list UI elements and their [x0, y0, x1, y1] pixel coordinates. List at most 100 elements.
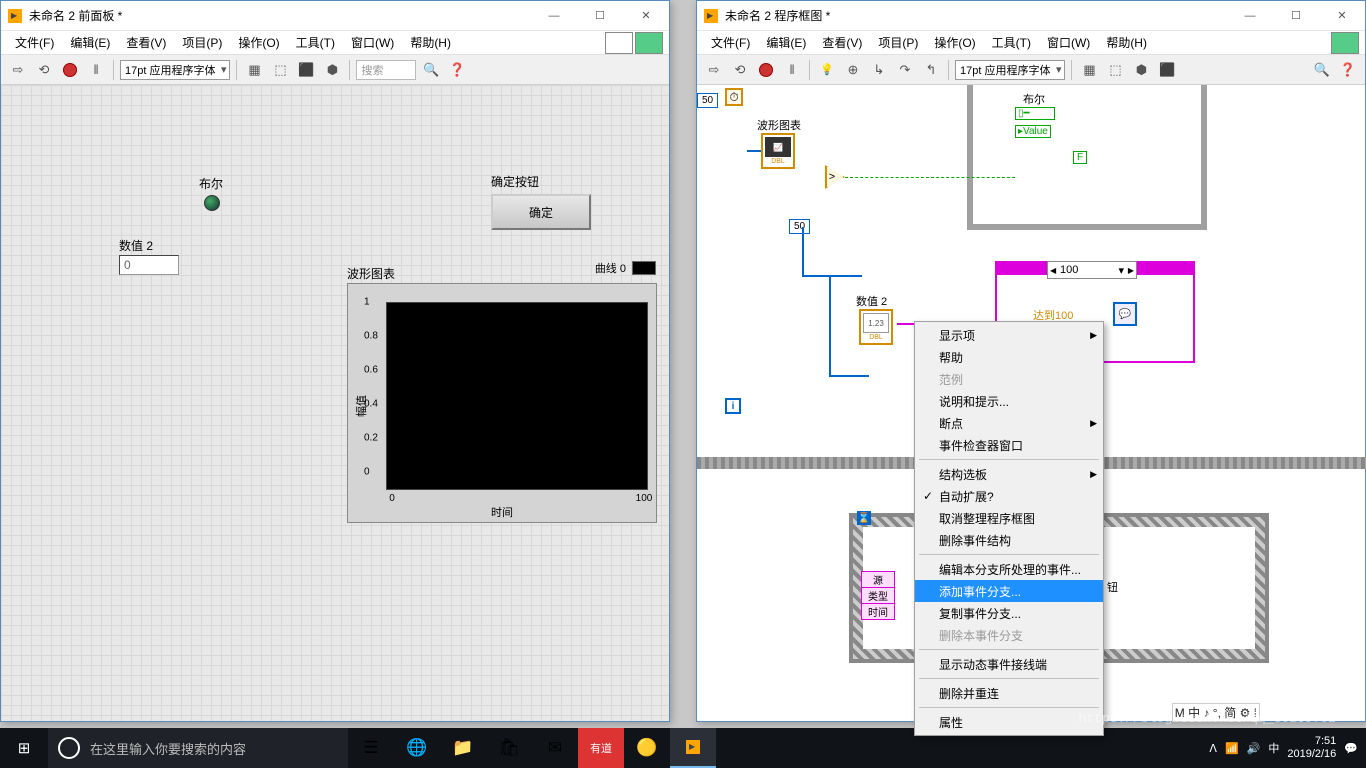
align-button[interactable]: ▦ — [243, 59, 265, 81]
chart-terminal[interactable]: 📈DBL — [761, 133, 795, 169]
ctx-item[interactable]: 结构选板 — [915, 463, 1103, 485]
close-button[interactable]: ✕ — [623, 1, 669, 31]
clock[interactable]: 7:51 2019/2/16 — [1287, 735, 1336, 761]
retain-wire-button[interactable]: ⊕ — [842, 59, 864, 81]
ctx-item[interactable]: 删除事件结构 — [915, 529, 1103, 551]
abort-button[interactable] — [59, 59, 81, 81]
distribute-button[interactable]: ⬚ — [1104, 59, 1126, 81]
minimize-button[interactable]: — — [1227, 1, 1273, 31]
ctx-item[interactable]: 显示项 — [915, 324, 1103, 346]
tray-up-icon[interactable]: ᐱ — [1209, 742, 1217, 755]
search-input[interactable]: 搜索 — [356, 60, 416, 80]
menu-edit[interactable]: 编辑(E) — [766, 34, 806, 51]
ctx-item[interactable]: 复制事件分支... — [915, 602, 1103, 624]
vi-icon[interactable] — [635, 32, 663, 54]
value-prop[interactable]: ▸Value — [1015, 125, 1051, 138]
menu-view[interactable]: 查看(V) — [822, 34, 862, 51]
menu-project[interactable]: 项目(P) — [878, 34, 918, 51]
step-out-button[interactable]: ↰ — [920, 59, 942, 81]
case-selector[interactable]: 100▾ — [1047, 261, 1137, 279]
menu-window[interactable]: 窗口(W) — [1047, 34, 1090, 51]
explorer-icon[interactable]: 📁 — [440, 728, 486, 768]
edge-icon[interactable]: 🌐 — [394, 728, 440, 768]
wait-timer-icon[interactable]: ⏱ — [725, 88, 743, 106]
timeout-terminal[interactable]: ⌛ — [857, 511, 871, 525]
task-view-icon[interactable]: ☰ — [348, 728, 394, 768]
start-button[interactable]: ⊞ — [0, 728, 48, 768]
help-icon[interactable]: ❓ — [1337, 59, 1359, 81]
maximize-button[interactable]: ☐ — [577, 1, 623, 31]
menu-tools[interactable]: 工具(T) — [992, 34, 1031, 51]
ctx-item[interactable]: 帮助 — [915, 346, 1103, 368]
menu-help[interactable]: 帮助(H) — [410, 34, 451, 51]
system-tray[interactable]: ᐱ 📶 🔊 中 7:51 2019/2/16 💬 — [1201, 735, 1366, 761]
chrome-icon[interactable]: 🟡 — [624, 728, 670, 768]
event-source[interactable]: 源 — [861, 571, 895, 588]
step-into-button[interactable]: ↳ — [868, 59, 890, 81]
font-select[interactable]: 17pt 应用程序字体 — [955, 60, 1065, 80]
youdao-icon[interactable]: 有道 — [578, 728, 624, 768]
vi-icon[interactable] — [1331, 32, 1359, 54]
align-button[interactable]: ▦ — [1078, 59, 1100, 81]
run-button[interactable] — [703, 59, 725, 81]
run-continuous-button[interactable] — [33, 59, 55, 81]
bool-property-node[interactable]: ▯━ — [1015, 107, 1055, 120]
front-panel-area[interactable]: 布尔 数值 2 0 确定按钮 确定 波形图表 曲线 0 1 0.8 0.6 0.… — [1, 85, 669, 721]
run-button[interactable] — [7, 59, 29, 81]
menu-file[interactable]: 文件(F) — [711, 34, 750, 51]
chart-legend[interactable]: 曲线 0 — [595, 260, 656, 276]
const-50b[interactable]: 50 — [789, 219, 810, 234]
pause-button[interactable] — [85, 59, 107, 81]
reorder-button[interactable]: ⬢ — [321, 59, 343, 81]
ctx-item[interactable]: 编辑本分支所处理的事件... — [915, 558, 1103, 580]
menu-view[interactable]: 查看(V) — [126, 34, 166, 51]
resize-button[interactable]: ⬛ — [295, 59, 317, 81]
ctx-item[interactable]: 删除并重连 — [915, 682, 1103, 704]
mail-icon[interactable]: ✉ — [532, 728, 578, 768]
minimize-button[interactable]: — — [531, 1, 577, 31]
menu-help[interactable]: 帮助(H) — [1106, 34, 1147, 51]
ctx-item[interactable]: 取消整理程序框图 — [915, 507, 1103, 529]
taskbar-search[interactable]: 在这里输入你要搜索的内容 — [48, 728, 348, 768]
numeric-indicator[interactable]: 0 — [119, 255, 179, 275]
menu-file[interactable]: 文件(F) — [15, 34, 54, 51]
volume-icon[interactable]: 🔊 — [1247, 742, 1261, 755]
false-const[interactable]: F — [1073, 151, 1087, 164]
search-icon[interactable]: 🔍 — [420, 59, 442, 81]
cleanup-button[interactable]: ⬢ — [1130, 59, 1152, 81]
ctx-item[interactable]: 自动扩展? — [915, 485, 1103, 507]
reorder-button[interactable]: ⬛ — [1156, 59, 1178, 81]
pause-button[interactable] — [781, 59, 803, 81]
run-continuous-button[interactable] — [729, 59, 751, 81]
taskbar[interactable]: ⊞ 在这里输入你要搜索的内容 ☰ 🌐 📁 🛍 ✉ 有道 🟡 ᐱ 📶 🔊 中 7:… — [0, 728, 1366, 768]
close-button[interactable]: ✕ — [1319, 1, 1365, 31]
step-over-button[interactable]: ↷ — [894, 59, 916, 81]
menu-project[interactable]: 项目(P) — [182, 34, 222, 51]
ctx-item[interactable]: 添加事件分支... — [915, 580, 1103, 602]
bd-titlebar[interactable]: 未命名 2 程序框图 * — ☐ ✕ — [697, 1, 1365, 31]
help-icon[interactable]: ❓ — [446, 59, 468, 81]
menu-window[interactable]: 窗口(W) — [351, 34, 394, 51]
event-time[interactable]: 时间 — [861, 603, 895, 620]
ctx-item[interactable]: 说明和提示... — [915, 390, 1103, 412]
notifications-icon[interactable]: 💬 — [1344, 742, 1358, 755]
maximize-button[interactable]: ☐ — [1273, 1, 1319, 31]
grid-icon[interactable] — [605, 32, 633, 54]
labview-task-icon[interactable] — [670, 728, 716, 768]
ok-button[interactable]: 确定 — [491, 194, 591, 230]
font-select[interactable]: 17pt 应用程序字体 — [120, 60, 230, 80]
context-menu[interactable]: 显示项帮助范例说明和提示...断点事件检查器窗口结构选板自动扩展?取消整理程序框… — [914, 321, 1104, 736]
ime-icon[interactable]: 中 — [1268, 740, 1279, 756]
search-icon[interactable]: 🔍 — [1311, 59, 1333, 81]
abort-button[interactable] — [755, 59, 777, 81]
const-50[interactable]: 50 — [697, 93, 718, 108]
menu-edit[interactable]: 编辑(E) — [70, 34, 110, 51]
iteration-terminal[interactable]: i — [725, 398, 741, 414]
distribute-button[interactable]: ⬚ — [269, 59, 291, 81]
waveform-chart[interactable]: 曲线 0 1 0.8 0.6 0.4 0.2 0 0 100 幅值 时间 — [347, 283, 657, 523]
bool-led[interactable] — [204, 195, 220, 211]
store-icon[interactable]: 🛍 — [486, 728, 532, 768]
ctx-item[interactable]: 属性 — [915, 711, 1103, 733]
ctx-item[interactable]: 断点 — [915, 412, 1103, 434]
wifi-icon[interactable]: 📶 — [1225, 742, 1239, 755]
